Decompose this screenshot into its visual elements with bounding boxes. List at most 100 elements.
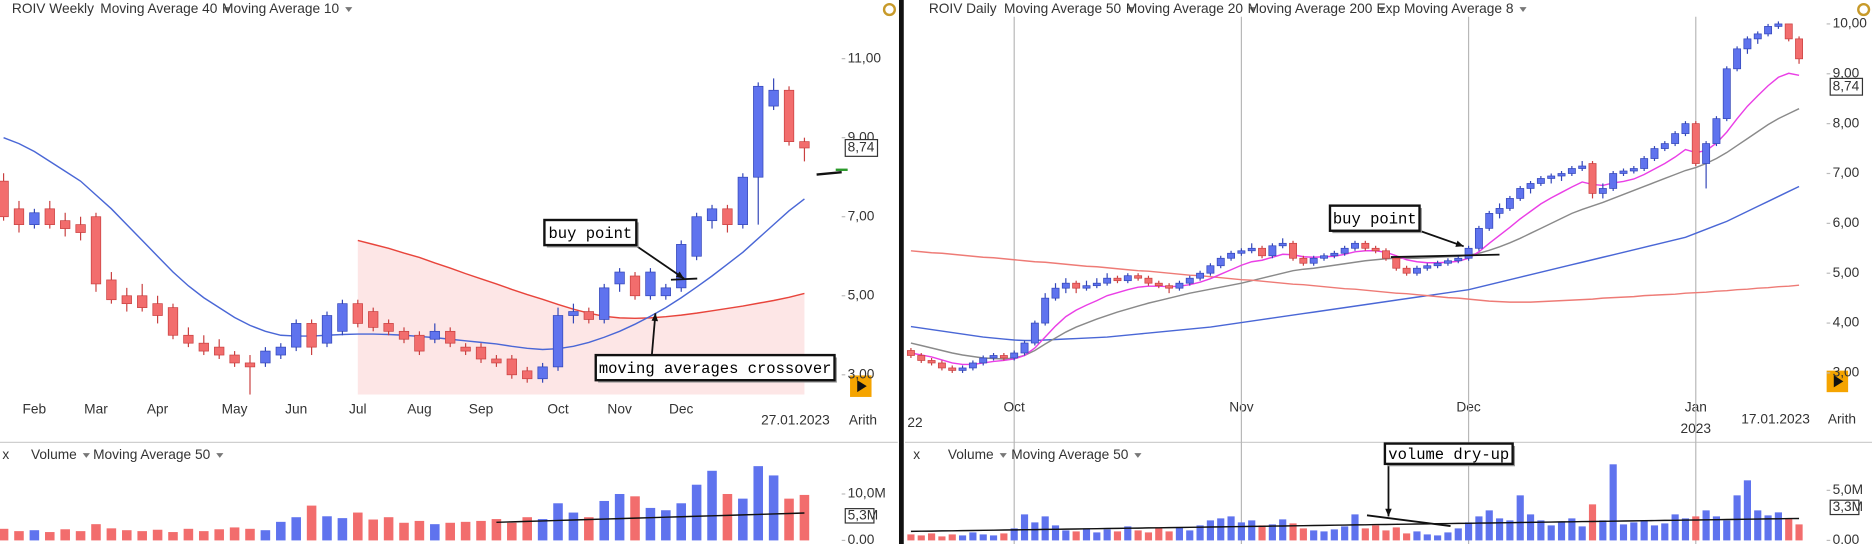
candle-body xyxy=(1196,272,1205,279)
y-tick-label: 0,00 xyxy=(848,532,875,544)
candle-body xyxy=(1082,285,1091,289)
legend-entry[interactable]: Moving Average 50 xyxy=(93,447,210,462)
candle-body xyxy=(1702,143,1711,164)
volume-bar xyxy=(0,528,9,541)
candle-body xyxy=(1247,247,1256,252)
candle-body xyxy=(1671,133,1680,144)
candle-body xyxy=(44,208,55,225)
volume-bar xyxy=(460,521,471,541)
x-tick-label: Mar xyxy=(84,402,108,417)
volume-bar xyxy=(1144,532,1153,541)
volume-bar xyxy=(1093,532,1101,541)
candle-body xyxy=(106,279,117,301)
volume-bar xyxy=(948,534,956,541)
candle-body xyxy=(1619,170,1628,174)
legend-entry[interactable]: Moving Average 50 xyxy=(1004,1,1121,16)
candle-body xyxy=(989,355,998,359)
legend-entry[interactable]: Moving Average 10 xyxy=(222,1,339,16)
volume-bar xyxy=(989,535,998,541)
x-tick-label: Oct xyxy=(547,402,569,417)
volume-bar xyxy=(1227,516,1235,541)
volume-bar xyxy=(414,520,425,541)
candle-body xyxy=(121,295,132,305)
volume-bar xyxy=(1330,529,1338,541)
volume-bar xyxy=(1702,510,1710,541)
candle-body xyxy=(1185,277,1194,284)
volume-title[interactable]: Volume xyxy=(948,447,994,462)
candle-body xyxy=(29,212,40,225)
legend-entry[interactable]: Moving Average 50 xyxy=(1011,447,1128,462)
candle-body xyxy=(321,315,333,344)
volume-bar xyxy=(1661,523,1669,541)
legend-entry[interactable]: Moving Average 40 xyxy=(100,1,217,16)
settings-icon[interactable] xyxy=(1857,2,1871,17)
candle-body xyxy=(1330,252,1339,257)
candle-body xyxy=(198,342,209,352)
volume-bar xyxy=(1547,525,1555,541)
candle-body xyxy=(1588,163,1597,194)
volume-bar xyxy=(1774,512,1782,541)
candle-body xyxy=(1041,297,1050,324)
settings-icon[interactable] xyxy=(882,2,897,17)
volume-bar xyxy=(353,512,363,541)
volume-bar xyxy=(1196,525,1204,541)
candle-body xyxy=(722,208,733,225)
volume-bar xyxy=(614,493,625,541)
volume-bar xyxy=(1392,527,1400,541)
candle-body xyxy=(629,275,641,297)
volume-bar xyxy=(1785,518,1793,541)
volume-bar xyxy=(784,498,794,541)
candle-body xyxy=(783,89,795,142)
volume-average-line xyxy=(496,512,805,524)
candle-body xyxy=(1764,26,1773,35)
volume-bar xyxy=(476,520,486,541)
corner-label: 22 xyxy=(907,415,922,430)
candle-body xyxy=(1113,277,1122,282)
legend-entry[interactable]: Moving Average 200 xyxy=(1248,1,1373,16)
candle-body xyxy=(1567,168,1576,174)
x-tick-label: Apr xyxy=(147,402,169,417)
candle-body xyxy=(1340,247,1349,254)
volume-bar xyxy=(199,531,209,541)
dropdown-arrow xyxy=(223,7,231,12)
candle-body xyxy=(1309,257,1318,264)
candle-body xyxy=(1278,242,1287,247)
candle-body xyxy=(568,311,579,316)
y-tick-label: 10,00 xyxy=(1833,16,1868,31)
volume-bar xyxy=(522,517,532,541)
y-tick-label: 3,00 xyxy=(1833,365,1860,380)
close-button[interactable]: x xyxy=(913,447,920,462)
candle-body xyxy=(948,367,957,371)
volume-bar xyxy=(537,519,548,541)
volume-bar xyxy=(445,522,455,541)
legend-entry[interactable]: Exp Moving Average 8 xyxy=(1377,1,1514,16)
candle-body xyxy=(937,362,946,369)
candle-body xyxy=(1691,123,1700,164)
volume-average-line xyxy=(910,517,1800,533)
candle-body xyxy=(1061,282,1070,289)
volume-bar xyxy=(276,521,286,541)
volume-title[interactable]: Volume xyxy=(31,447,77,462)
chart-divider xyxy=(898,0,904,544)
moving-average-line xyxy=(910,250,1800,303)
volume-bar xyxy=(753,466,764,541)
candle-body xyxy=(1660,143,1669,149)
volume-bar xyxy=(137,531,147,541)
legend-entry[interactable]: Moving Average 20 xyxy=(1126,1,1243,16)
candle-body xyxy=(1433,262,1442,267)
candle-body xyxy=(768,89,779,107)
candle-body xyxy=(799,141,810,149)
x-tick-label: Nov xyxy=(607,402,632,417)
candle-body xyxy=(676,244,687,289)
volume-bar xyxy=(1165,531,1173,541)
volume-bar xyxy=(1248,520,1256,541)
play-button[interactable] xyxy=(850,375,872,397)
play-button[interactable] xyxy=(1826,370,1849,393)
candle-body xyxy=(60,220,71,229)
volume-bar xyxy=(1113,531,1122,541)
candle-body xyxy=(1784,23,1793,40)
close-button[interactable]: x xyxy=(2,447,9,462)
volume-bar xyxy=(1062,530,1070,541)
y-tick-label: 0,00 xyxy=(1833,532,1860,544)
candle-body xyxy=(1392,257,1401,269)
